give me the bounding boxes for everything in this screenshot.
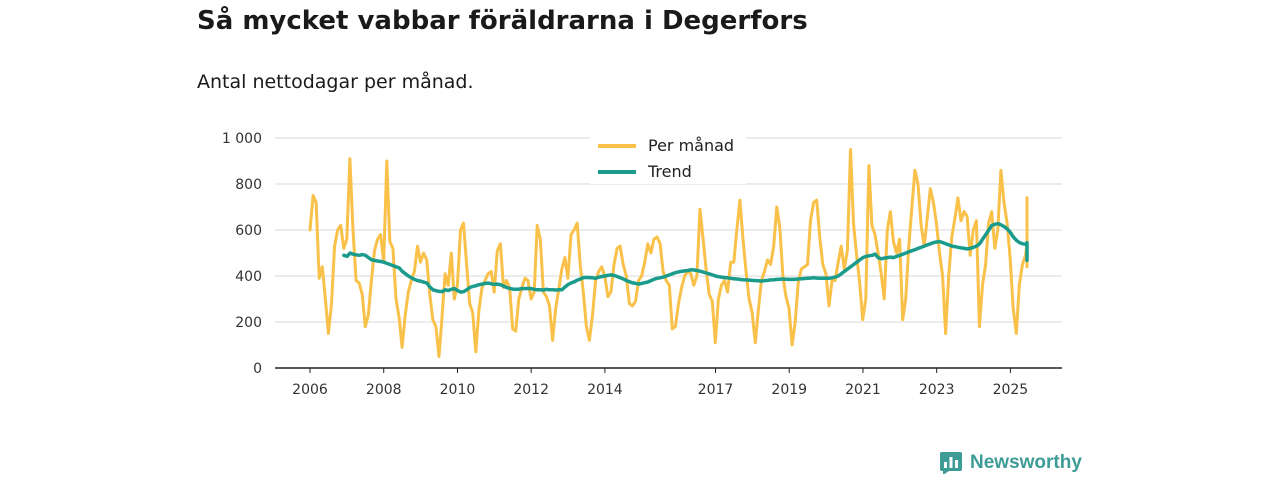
x-tick-label: 2006 <box>292 382 328 398</box>
x-tick-label: 2014 <box>587 382 623 398</box>
series-line-trend <box>342 221 1029 294</box>
y-axis-ticks: 0 200 400 600 800 1 000 <box>222 131 262 377</box>
x-tick-label: 2017 <box>698 382 734 398</box>
x-tick-label: 2012 <box>513 382 549 398</box>
legend-item-trend[interactable]: Trend <box>598 162 692 181</box>
y-tick-label: 0 <box>253 361 262 377</box>
chart-title: Så mycket vabbar föräldrarna i Degerfors <box>197 6 808 36</box>
x-tick-label: 2010 <box>440 382 476 398</box>
x-tick-label: 2023 <box>919 382 955 398</box>
series-line-per-manad <box>308 148 1029 358</box>
newsworthy-logo-icon <box>940 452 962 474</box>
x-tick-label: 2008 <box>366 382 402 398</box>
series-lines <box>308 148 1029 358</box>
brand-name: Newsworthy <box>970 452 1082 473</box>
legend-label-per-manad: Per månad <box>648 136 734 155</box>
chart-subtitle: Antal nettodagar per månad. <box>197 71 474 93</box>
x-tick-label: 2025 <box>993 382 1029 398</box>
x-axis-ticks: 2006 2008 2010 2012 2014 2017 2019 2021 2023 2025 <box>292 368 1028 398</box>
y-tick-label: 600 <box>235 223 262 239</box>
y-tick-label: 1 000 <box>222 131 262 147</box>
x-tick-label: 2019 <box>771 382 807 398</box>
y-tick-label: 800 <box>235 177 262 193</box>
y-tick-label: 400 <box>235 269 262 285</box>
legend-label-trend: Trend <box>647 162 692 181</box>
legend-background <box>590 132 746 184</box>
legend-item-per-manad[interactable]: Per månad <box>598 136 734 155</box>
x-tick-label: 2021 <box>845 382 881 398</box>
brand-logo[interactable]: Newsworthy <box>940 452 1082 474</box>
y-tick-label: 200 <box>235 315 262 331</box>
legend[interactable]: Per månad Trend <box>590 132 746 184</box>
